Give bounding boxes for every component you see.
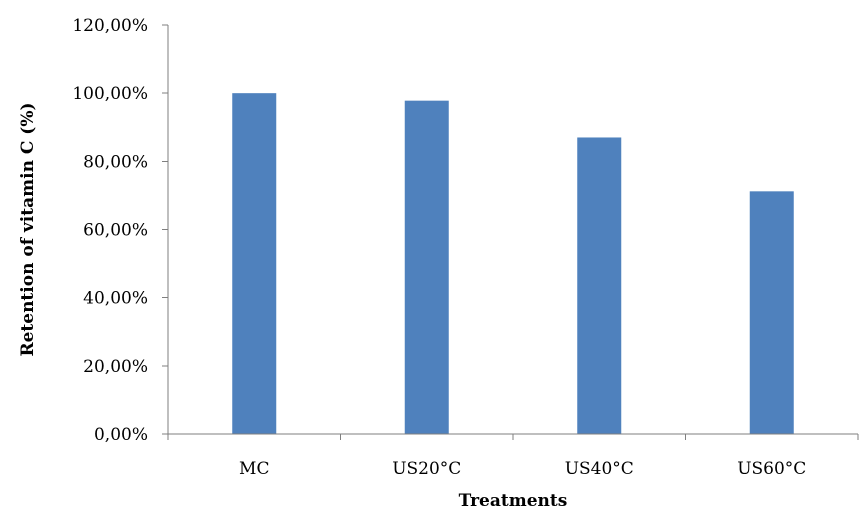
bar-us40-c (577, 137, 622, 434)
x-axis-title: Treatments (459, 491, 568, 511)
y-tick-label: 20,00% (83, 357, 148, 377)
x-tick-label: US40°C (565, 459, 634, 479)
y-tick-label: 0,00% (94, 425, 148, 445)
x-tick-label: MC (239, 459, 269, 479)
x-axis-ticks: MC US20°C US40°C US60°C (167, 434, 859, 479)
y-tick-label: 60,00% (83, 221, 148, 241)
bar-us60-c (749, 191, 794, 434)
bar-us20-c (404, 100, 449, 434)
y-axis-title: Retention of vitamin C (%) (18, 102, 38, 356)
y-axis-ticks: 0,00% 20,00% 40,00% 60,00% 80,00% 100,00% 120,… (72, 16, 168, 445)
bar-mc (232, 93, 277, 435)
y-tick-label: 80,00% (83, 152, 148, 172)
bars-group (232, 93, 794, 435)
x-tick-label: US60°C (737, 459, 806, 479)
y-tick-label: 120,00% (72, 16, 148, 36)
y-tick-label: 100,00% (72, 84, 148, 104)
x-tick-label: US20°C (392, 459, 461, 479)
y-tick-label: 40,00% (83, 289, 148, 309)
